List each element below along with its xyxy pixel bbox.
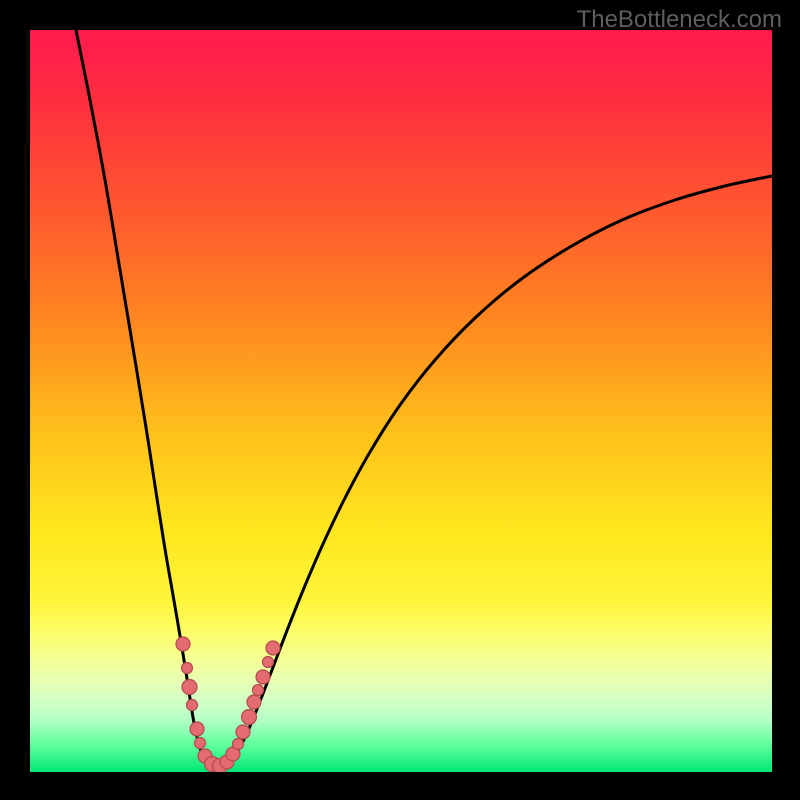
plot-area [30, 30, 772, 772]
marker-point [195, 738, 206, 749]
marker-point [263, 657, 274, 668]
marker-point [182, 663, 193, 674]
marker-point [266, 641, 280, 655]
data-markers [176, 637, 280, 772]
curve-left-branch [76, 30, 218, 769]
watermark-text: TheBottleneck.com [577, 6, 782, 34]
marker-point [233, 739, 244, 750]
chart-svg [30, 30, 772, 772]
chart-frame: TheBottleneck.com [0, 0, 800, 800]
marker-point [253, 685, 264, 696]
marker-point [190, 722, 204, 736]
marker-point [247, 695, 261, 709]
marker-point [242, 710, 257, 725]
curve-lines [76, 30, 772, 769]
marker-point [187, 700, 198, 711]
marker-point [176, 637, 190, 651]
marker-point [256, 670, 270, 684]
curve-right-branch [218, 176, 772, 769]
marker-point [182, 680, 197, 695]
marker-point [236, 725, 250, 739]
